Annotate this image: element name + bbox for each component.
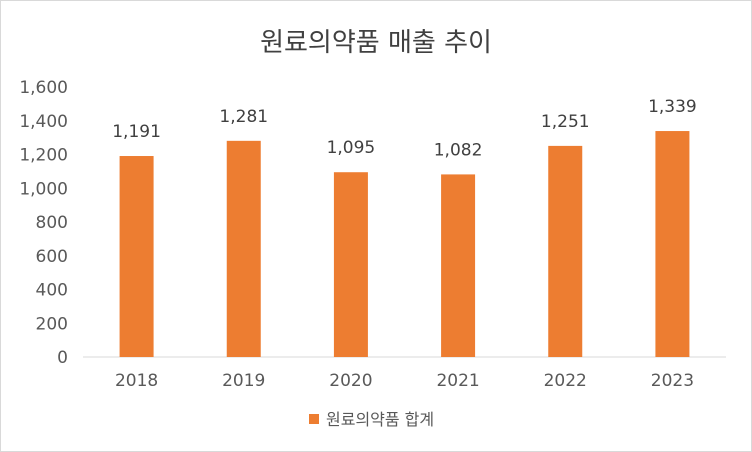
- y-tick-label: 200: [36, 314, 68, 334]
- y-tick-label: 400: [36, 281, 68, 301]
- bar: [655, 131, 690, 357]
- x-tick-label: 2019: [222, 371, 265, 391]
- y-axis-ticks: 0 200 400 600 800 1,000 1,200 1,400 1,600: [19, 78, 68, 368]
- legend-label: 원료의약품 합계: [326, 410, 434, 429]
- y-tick-label: 1,200: [19, 146, 68, 166]
- x-tick-label: 2022: [544, 371, 587, 391]
- data-labels: 1,191 1,281 1,095 1,082 1,251 1,339: [112, 97, 697, 160]
- x-tick-label: 2018: [115, 371, 158, 391]
- y-tick-label: 1,400: [19, 112, 68, 132]
- x-axis-ticks: 2018 2019 2020 2021 2022 2023: [115, 371, 694, 391]
- data-label: 1,191: [112, 122, 161, 142]
- bar: [441, 174, 476, 357]
- bar: [333, 172, 368, 357]
- bar: [226, 140, 261, 357]
- y-tick-label: 1,000: [19, 179, 68, 199]
- y-tick-label: 0: [57, 348, 68, 368]
- data-label: 1,281: [219, 107, 268, 127]
- legend: 원료의약품 합계: [309, 410, 434, 429]
- bar: [548, 145, 583, 357]
- bar: [119, 156, 154, 357]
- legend-swatch: [309, 414, 319, 424]
- data-label: 1,095: [327, 138, 376, 158]
- data-label: 1,082: [434, 140, 483, 160]
- data-label: 1,251: [541, 112, 590, 132]
- x-tick-label: 2020: [329, 371, 372, 391]
- x-tick-label: 2023: [651, 371, 694, 391]
- chart-title: 원료의약품 매출 추이: [260, 28, 492, 58]
- data-label: 1,339: [648, 97, 697, 117]
- x-tick-label: 2021: [436, 371, 479, 391]
- y-tick-label: 600: [36, 247, 68, 267]
- y-tick-label: 1,600: [19, 78, 68, 98]
- y-tick-label: 800: [36, 213, 68, 233]
- bar-series: [119, 131, 690, 357]
